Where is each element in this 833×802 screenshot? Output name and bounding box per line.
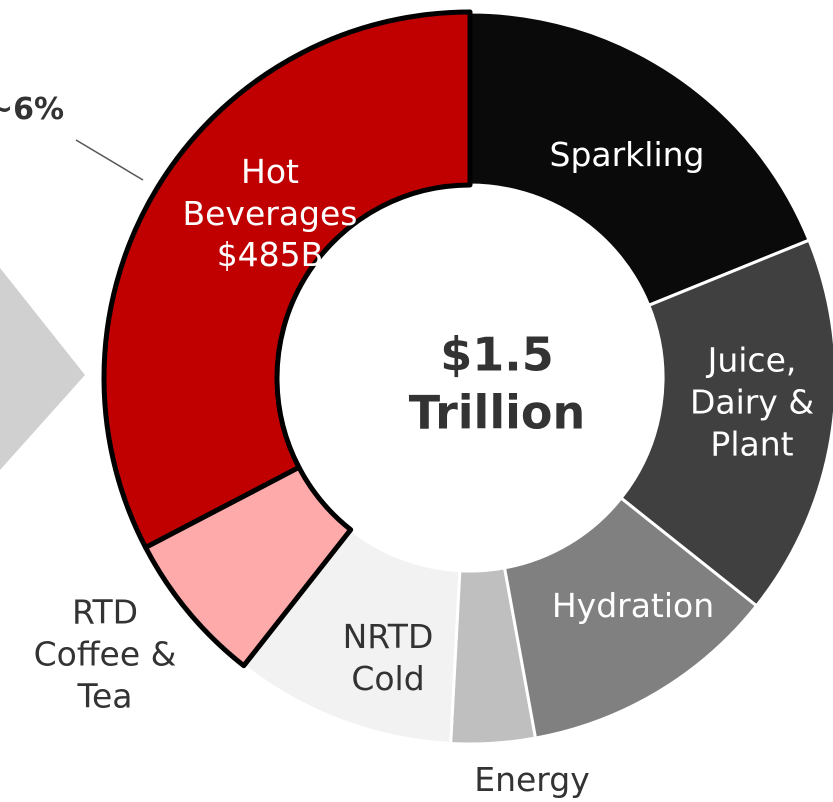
donut-slice (503, 496, 758, 740)
slice-label: Sparkling (549, 134, 705, 174)
annotation-line (75, 139, 144, 181)
center-label: $1.5 Trillion (408, 327, 586, 440)
slice-label: Juice, Dairy & Plant (689, 340, 815, 465)
donut-slice (619, 238, 833, 608)
slice-label: Energy (474, 759, 590, 799)
donut-slice (101, 9, 473, 550)
slice-label: RTD Coffee & Tea (33, 592, 177, 717)
slice-label: Hydration (551, 585, 715, 625)
slice-label: NRTD Cold (342, 616, 434, 698)
slice-label: Hot Beverages (182, 151, 358, 233)
arrow-shape (0, 268, 85, 470)
annotation: ~6% (0, 92, 65, 127)
donut-slice (468, 10, 811, 307)
value-label: $485B (216, 234, 324, 274)
